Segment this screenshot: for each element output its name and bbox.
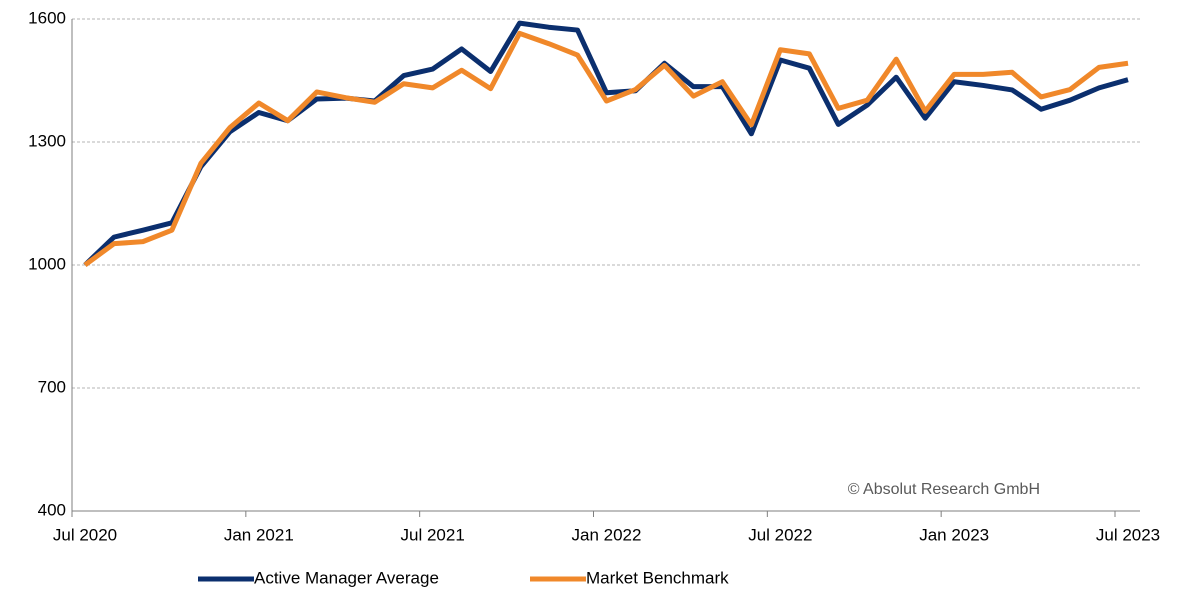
x-tick-label: Jan 2021 xyxy=(224,525,294,544)
x-tick-label: Jan 2022 xyxy=(572,525,642,544)
x-tick-label: Jul 2020 xyxy=(53,525,117,544)
y-tick-label: 1600 xyxy=(28,8,66,27)
y-tick-label: 700 xyxy=(38,377,66,396)
legend-label: Active Manager Average xyxy=(254,568,439,587)
y-tick-label: 400 xyxy=(38,500,66,519)
annotation: © Absolut Research GmbH xyxy=(848,481,1040,498)
x-tick-label: Jan 2023 xyxy=(919,525,989,544)
series-line xyxy=(83,30,1129,268)
legend-label: Market Benchmark xyxy=(586,568,729,587)
y-tick-label: 1000 xyxy=(28,254,66,273)
x-tick-label: Jul 2022 xyxy=(748,525,812,544)
x-tick-label: Jul 2021 xyxy=(401,525,465,544)
x-tick-label: Jul 2023 xyxy=(1096,525,1160,544)
series-line xyxy=(83,20,1129,267)
y-tick-label: 1300 xyxy=(28,131,66,150)
